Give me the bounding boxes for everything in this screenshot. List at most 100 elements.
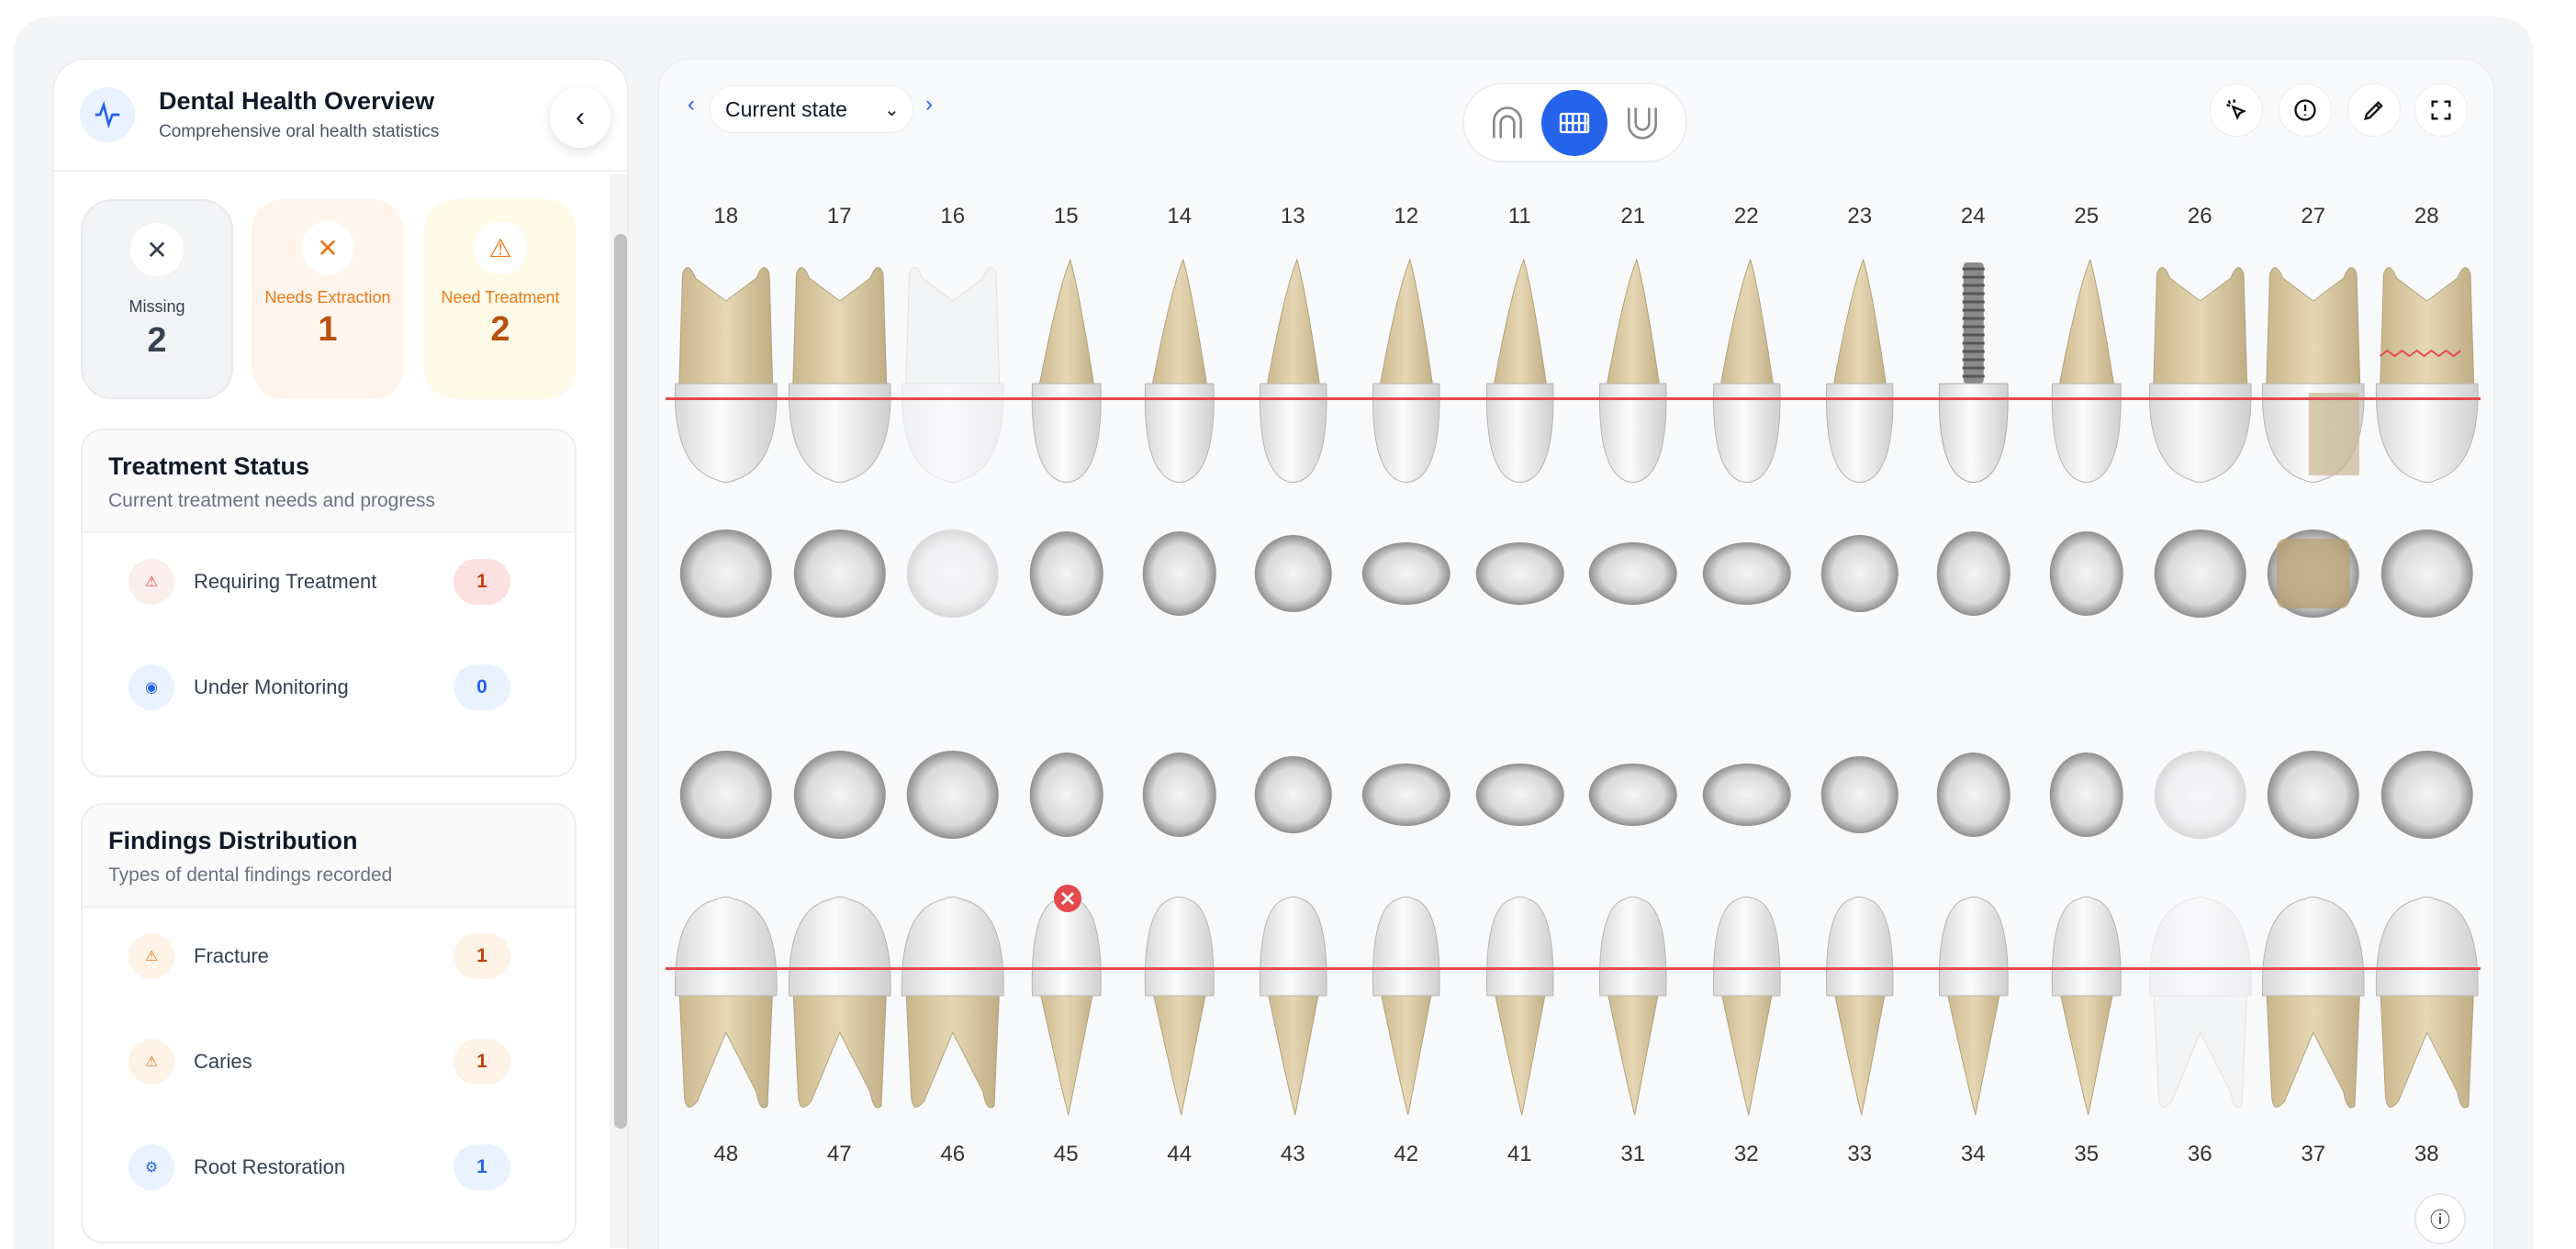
occlusal-tooth-41[interactable] [1463, 740, 1577, 854]
occlusal-tooth-14[interactable] [1123, 519, 1237, 633]
card-title: Treatment Status [108, 452, 310, 480]
occlusal-tooth-24[interactable] [1917, 519, 2031, 633]
item-label: Fracture [194, 944, 269, 967]
occlusal-tooth-25[interactable] [2030, 519, 2144, 633]
occlusal-tooth-15[interactable] [1010, 519, 1124, 633]
tooth-32[interactable] [1690, 895, 1804, 1129]
list-item-under-monitoring[interactable]: ◉ Under Monitoring 0 [83, 639, 575, 744]
tooth-45-extraction[interactable] [1010, 895, 1124, 1129]
occlusal-tooth-17[interactable] [783, 519, 897, 633]
tooth-38[interactable] [2370, 895, 2484, 1129]
select-tool-button[interactable] [2210, 84, 2263, 137]
list-item-fracture[interactable]: ⚠ Fracture 1 [83, 908, 575, 1013]
info-button[interactable]: ⓘ [2414, 1193, 2466, 1244]
card-subtitle: Current treatment needs and progress [108, 490, 436, 511]
tooth-25[interactable] [2030, 255, 2144, 489]
list-item-requiring-treatment[interactable]: ⚠ Requiring Treatment 1 [83, 533, 575, 639]
state-dropdown[interactable]: Current state ⌄ [710, 85, 913, 133]
tooth-number: 18 [713, 204, 739, 229]
occlusal-tooth-26[interactable] [2144, 519, 2257, 633]
tooth-43[interactable] [1237, 895, 1350, 1129]
list-item-caries[interactable]: ⚠ Caries 1 [83, 1013, 575, 1119]
tooth-24-implant[interactable] [1917, 255, 2031, 489]
gear-icon: ⚙ [129, 1144, 174, 1190]
collapse-sidebar-button[interactable]: ‹ [550, 87, 610, 148]
both-arches-view-button[interactable] [1541, 89, 1608, 156]
tooth-16-missing[interactable] [896, 255, 1010, 489]
occlusal-tooth-16[interactable] [896, 519, 1010, 633]
occlusal-tooth-12[interactable] [1350, 519, 1463, 633]
occlusal-tooth-21[interactable] [1576, 519, 1690, 633]
tooth-number: 24 [1960, 204, 1986, 229]
occlusal-tooth-28[interactable] [2370, 519, 2484, 633]
occlusal-tooth-48[interactable] [669, 740, 783, 854]
occlusal-tooth-27[interactable] [2257, 519, 2370, 633]
alerts-button[interactable] [2279, 84, 2332, 137]
occlusal-tooth-11[interactable] [1463, 519, 1577, 633]
previous-state-button[interactable]: ‹ [688, 92, 695, 117]
occlusal-tooth-42[interactable] [1350, 740, 1463, 854]
occlusal-tooth-47[interactable] [783, 740, 897, 854]
tooth-47[interactable] [783, 895, 897, 1129]
tooth-18[interactable] [669, 255, 783, 489]
tooth-42[interactable] [1350, 895, 1463, 1129]
occlusal-tooth-32[interactable] [1690, 740, 1804, 854]
occlusal-tooth-37[interactable] [2257, 740, 2370, 854]
occlusal-tooth-13[interactable] [1237, 519, 1350, 633]
occlusal-tooth-44[interactable] [1123, 740, 1237, 854]
sidebar-header: Dental Health Overview Comprehensive ora… [54, 60, 627, 172]
tooth-44[interactable] [1123, 895, 1237, 1129]
annotate-button[interactable] [2347, 84, 2401, 137]
occlusal-tooth-43[interactable] [1237, 740, 1350, 854]
tooth-48[interactable] [669, 895, 783, 1129]
tooth-35[interactable] [2030, 895, 2144, 1129]
occlusal-tooth-22[interactable] [1690, 519, 1804, 633]
tooth-13[interactable] [1237, 255, 1350, 489]
occlusal-tooth-46[interactable] [896, 740, 1010, 854]
list-item-root-restoration[interactable]: ⚙ Root Restoration 1 [83, 1119, 575, 1224]
state-value: Current state [725, 96, 847, 121]
occlusal-tooth-18[interactable] [669, 519, 783, 633]
lower-arch-view-button[interactable] [1609, 90, 1675, 156]
tooth-22[interactable] [1690, 255, 1804, 489]
item-label: Under Monitoring [194, 675, 349, 698]
tooth-46[interactable] [896, 895, 1010, 1129]
tooth-17[interactable] [783, 255, 897, 489]
tooth-28-caries[interactable] [2370, 255, 2484, 489]
tooth-41[interactable] [1463, 895, 1577, 1129]
tooth-31[interactable] [1576, 895, 1690, 1129]
tooth-33[interactable] [1803, 895, 1917, 1129]
next-state-button[interactable]: › [925, 92, 933, 117]
card-title: Findings Distribution [108, 827, 358, 854]
tooth-34[interactable] [1917, 895, 2031, 1129]
tooth-11[interactable] [1463, 255, 1577, 489]
tooth-number: 42 [1394, 1142, 1419, 1166]
tooth-14[interactable] [1123, 255, 1237, 489]
treatment-status-card: Treatment Status Current treatment needs … [81, 429, 577, 777]
tooth-37[interactable] [2257, 895, 2370, 1129]
tooth-number: 14 [1167, 204, 1193, 229]
tooth-26[interactable] [2144, 255, 2257, 489]
pulse-icon [80, 87, 135, 142]
tooth-21[interactable] [1576, 255, 1690, 489]
scrollbar-thumb[interactable] [614, 234, 627, 1129]
count-badge: 1 [454, 933, 510, 979]
fullscreen-button[interactable] [2414, 84, 2468, 137]
occlusal-tooth-23[interactable] [1803, 519, 1917, 633]
tooth-12[interactable] [1350, 255, 1463, 489]
occlusal-tooth-35[interactable] [2030, 740, 2144, 854]
occlusal-tooth-31[interactable] [1576, 740, 1690, 854]
tooth-27-restoration[interactable] [2257, 255, 2370, 489]
view-switcher [1462, 83, 1687, 162]
occlusal-tooth-38[interactable] [2370, 740, 2484, 854]
sidebar-subtitle: Comprehensive oral health statistics [159, 122, 440, 141]
sidebar-scrollbar[interactable] [610, 174, 627, 1248]
occlusal-tooth-33[interactable] [1803, 740, 1917, 854]
tooth-15[interactable] [1010, 255, 1124, 489]
occlusal-tooth-45[interactable] [1010, 740, 1124, 854]
upper-arch-view-button[interactable] [1474, 90, 1540, 156]
occlusal-tooth-36[interactable] [2144, 740, 2257, 854]
tooth-36-missing[interactable] [2144, 895, 2257, 1129]
tooth-23[interactable] [1803, 255, 1917, 489]
occlusal-tooth-34[interactable] [1917, 740, 2031, 854]
